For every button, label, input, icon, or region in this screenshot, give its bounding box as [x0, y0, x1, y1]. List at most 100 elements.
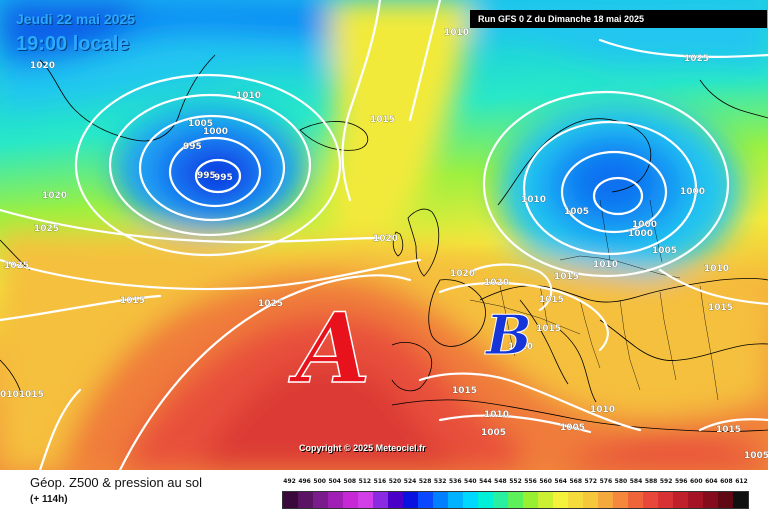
scale-tick: 588	[644, 478, 658, 485]
scale-swatch	[643, 492, 658, 508]
scale-swatch	[328, 492, 343, 508]
scale-tick: 504	[328, 478, 341, 485]
scale-swatch	[613, 492, 628, 508]
scale-tick: 568	[569, 478, 583, 485]
scale-tick: 492	[283, 478, 296, 485]
scale-tick: 556	[524, 478, 537, 485]
isobar-label: 1005	[481, 428, 506, 438]
isobar-label: 1010	[590, 405, 615, 415]
scale-tick: 604	[705, 478, 718, 485]
isobar-label: 1010	[236, 91, 261, 101]
isobar-label: 1015	[452, 386, 477, 396]
scale-tick: 560	[539, 478, 552, 485]
isobar-label: 1005	[564, 207, 589, 217]
scale-tick: 524	[403, 478, 417, 485]
isobar-label: 1025	[684, 54, 709, 64]
scale-swatch	[508, 492, 523, 508]
scale-tick: 508	[343, 478, 357, 485]
isobar-label: 1020	[450, 269, 475, 279]
scale-swatch	[523, 492, 538, 508]
scale-swatch	[478, 492, 493, 508]
isobar-label: 1015	[539, 295, 564, 305]
isobar-label: 1015	[716, 425, 741, 435]
isobar-label: 1010	[593, 260, 618, 270]
isobar-label: 1005	[652, 246, 677, 256]
scale-swatch	[568, 492, 583, 508]
scale-tick: 500	[313, 478, 326, 485]
scale-swatch	[283, 492, 298, 508]
scale-swatch	[688, 492, 703, 508]
isobar-label: 1020	[42, 191, 67, 201]
scale-swatch	[538, 492, 553, 508]
scale-tick: 496	[298, 478, 311, 485]
model-run-info: Run GFS 0 Z du Dimanche 18 mai 2025	[470, 10, 767, 28]
scale-tick: 592	[659, 478, 673, 485]
isobar-label: 1010	[521, 195, 546, 205]
scale-swatch	[583, 492, 598, 508]
scale-tick: 596	[674, 478, 688, 485]
scale-tick-labels: 492 496 500 504 508 512 516 520 524 528 532 536 540 5…	[282, 478, 749, 490]
scale-swatch	[298, 492, 313, 508]
scale-swatch	[718, 492, 733, 508]
legend-footer: Géop. Z500 & pression au sol (+ 114h) 49…	[0, 470, 768, 512]
scale-swatch	[343, 492, 358, 508]
scale-swatch	[403, 492, 418, 508]
scale-swatch	[553, 492, 568, 508]
anticyclone-marker: A	[288, 292, 370, 405]
isobar-label: 995	[214, 173, 233, 183]
scale-swatch	[313, 492, 328, 508]
scale-tick: 548	[494, 478, 507, 485]
scale-swatch	[658, 492, 673, 508]
isobar-label: 1025	[4, 261, 29, 271]
scale-swatch	[673, 492, 688, 508]
isobar-label: 1010	[508, 342, 533, 352]
isobar-label: 1000	[203, 127, 228, 137]
scale-swatch	[358, 492, 373, 508]
scale-tick: 564	[554, 478, 567, 485]
scale-swatch	[373, 492, 388, 508]
scale-tick: 536	[448, 478, 462, 485]
scale-swatch	[598, 492, 613, 508]
isobar-label: 1010	[484, 410, 509, 420]
isobar-label: 1025	[258, 299, 283, 309]
depression-marker: B	[484, 303, 532, 367]
isobar-label: 1005	[188, 119, 213, 129]
scale-tick: 532	[433, 478, 447, 485]
isobar-label: 1005	[744, 451, 768, 461]
geopotential-field	[0, 0, 768, 470]
scale-swatch	[628, 492, 643, 508]
isobar-label: 995	[183, 142, 202, 152]
scale-tick: 580	[614, 478, 628, 485]
scale-swatch	[418, 492, 433, 508]
scale-tick: 572	[584, 478, 598, 485]
scale-tick: 584	[629, 478, 643, 485]
scale-swatch	[733, 492, 748, 508]
isobar-label: 1015	[120, 296, 145, 306]
isobar-label: 1015	[708, 303, 733, 313]
scale-swatch	[433, 492, 448, 508]
isobar-label: 1015	[554, 272, 579, 282]
forecast-date: Jeudi 22 mai 2025	[16, 11, 136, 27]
scale-tick: 612	[735, 478, 748, 485]
scale-tick: 512	[358, 478, 372, 485]
map-title: Géop. Z500 & pression au sol	[30, 475, 202, 490]
isobar-label: 1000	[680, 187, 705, 197]
isobar-label: 995	[197, 171, 216, 181]
isobars	[0, 0, 768, 470]
scale-bar	[282, 491, 749, 509]
scale-tick: 544	[479, 478, 492, 485]
scale-swatch	[493, 492, 508, 508]
copyright-notice: Copyright © 2025 Meteociel.fr	[299, 443, 426, 453]
scale-swatch	[448, 492, 463, 508]
scale-swatch	[703, 492, 718, 508]
scale-tick: 608	[720, 478, 733, 485]
isobar-label: 1025	[34, 224, 59, 234]
isobar-label: 1000	[628, 229, 653, 239]
isobar-labels: 1020 1010 1010 1025 1005 1000 995 995 99…	[0, 28, 768, 461]
scale-tick: 528	[418, 478, 432, 485]
forecast-time: 19:00 locale	[16, 33, 130, 55]
scale-tick: 552	[509, 478, 522, 485]
isobar-label: 1020	[30, 61, 55, 71]
scale-tick: 516	[373, 478, 387, 485]
forecast-horizon: (+ 114h)	[30, 494, 68, 505]
